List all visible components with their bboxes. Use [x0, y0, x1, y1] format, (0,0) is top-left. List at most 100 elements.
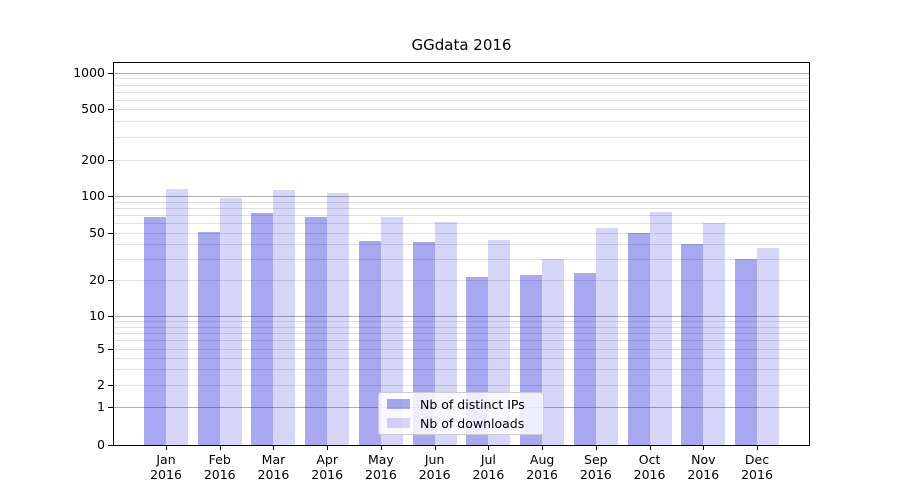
y-tick-label-500: 500	[81, 101, 105, 116]
bar-downloads-aug	[542, 259, 565, 445]
y-tick-mark	[108, 73, 113, 74]
y-gridline-minor	[114, 160, 809, 161]
bar-distinct-ips-apr	[305, 217, 328, 445]
y-gridline-minor	[114, 340, 809, 342]
x-tick-mark	[219, 446, 221, 450]
y-tick-mark	[108, 407, 113, 408]
y-tick-label-2: 2	[97, 377, 105, 392]
x-tick-label-jun: Jun 2016	[418, 452, 451, 482]
bar-downloads-nov	[703, 223, 726, 445]
y-gridline-minor	[114, 201, 809, 203]
x-tick-mark	[166, 446, 167, 450]
y-gridline-minor	[114, 280, 809, 281]
bar-distinct-ips-feb	[197, 231, 220, 445]
bar-downloads-may	[380, 216, 403, 445]
y-tick-mark	[108, 280, 113, 281]
y-gridline-minor	[114, 233, 809, 234]
y-tick-mark	[108, 316, 113, 317]
legend-label-distinct-ips: Nb of distinct IPs	[420, 396, 525, 412]
y-gridline-minor	[114, 84, 809, 86]
bar-distinct-ips-mar	[251, 212, 274, 445]
bar-downloads-oct	[649, 212, 672, 445]
y-tick-mark	[108, 385, 113, 386]
y-tick-label-1: 1	[97, 399, 105, 414]
y-gridline-major	[114, 196, 809, 197]
x-tick-label-apr: Apr 2016	[311, 452, 344, 482]
x-tick-label-mar: Mar 2016	[257, 452, 290, 482]
x-tick-mark	[542, 446, 544, 450]
y-gridline-minor	[114, 369, 809, 371]
legend-item-distinct-ips: Nb of distinct IPs	[387, 397, 535, 412]
y-tick-label-0: 0	[97, 437, 105, 452]
y-gridline-minor	[114, 244, 809, 246]
x-tick-label-sep: Sep 2016	[579, 452, 612, 482]
x-tick-mark	[488, 446, 490, 450]
y-gridline-minor	[114, 223, 809, 225]
y-gridline-minor	[114, 78, 809, 80]
y-gridline-minor	[114, 121, 809, 123]
y-tick-label-50: 50	[89, 225, 105, 240]
y-gridline-minor	[114, 207, 809, 209]
y-gridline-minor	[114, 321, 809, 323]
y-tick-label-20: 20	[89, 272, 105, 287]
y-tick-label-100: 100	[81, 188, 105, 203]
y-tick-label-200: 200	[81, 152, 105, 167]
legend: Nb of distinct IPs Nb of downloads	[378, 392, 544, 435]
x-tick-mark	[327, 446, 329, 450]
y-gridline-minor	[114, 99, 809, 101]
y-gridline-minor	[114, 259, 809, 261]
plot-area	[113, 62, 810, 446]
legend-swatch-distinct-ips	[387, 399, 410, 409]
bar-distinct-ips-dec	[735, 259, 758, 445]
bar-downloads-jun	[434, 221, 457, 445]
x-tick-mark	[649, 446, 651, 450]
x-tick-mark	[273, 446, 275, 450]
y-gridline-minor	[114, 349, 809, 350]
bar-distinct-ips-sep	[573, 272, 596, 445]
x-tick-label-nov: Nov 2016	[687, 452, 720, 482]
legend-item-downloads: Nb of downloads	[387, 416, 535, 431]
bar-downloads-sep	[595, 227, 618, 445]
y-tick-mark	[108, 445, 113, 446]
y-tick-mark	[108, 160, 113, 161]
y-tick-mark	[108, 349, 113, 350]
bar-downloads-apr	[327, 192, 350, 445]
y-tick-mark	[108, 196, 113, 197]
bar-distinct-ips-nov	[681, 244, 704, 445]
y-gridline-minor	[114, 332, 809, 334]
y-tick-mark	[108, 109, 113, 110]
bar-downloads-mar	[273, 190, 296, 445]
x-tick-label-may: May 2016	[365, 452, 397, 482]
x-tick-label-dec: Dec 2016	[741, 452, 773, 482]
x-tick-label-aug: Aug 2016	[526, 452, 559, 482]
bar-distinct-ips-may	[358, 240, 381, 445]
y-gridline-minor	[114, 215, 809, 217]
x-tick-mark	[380, 446, 382, 450]
y-gridline-minor	[114, 137, 809, 139]
y-gridline-minor	[114, 109, 809, 110]
y-tick-label-10: 10	[89, 308, 105, 323]
bar-distinct-ips-jan	[144, 216, 166, 445]
y-gridline-minor	[114, 357, 809, 359]
x-tick-mark	[757, 446, 759, 450]
bar-distinct-ips-oct	[627, 233, 650, 445]
y-tick-label-5: 5	[97, 341, 105, 356]
chart-title: GGdata 2016	[411, 36, 512, 54]
y-tick-mark	[108, 233, 113, 234]
x-tick-label-jan: Jan 2016	[150, 452, 182, 482]
y-gridline-major	[114, 316, 809, 317]
legend-swatch-downloads	[387, 418, 410, 428]
x-tick-mark	[434, 446, 436, 450]
x-tick-label-oct: Oct 2016	[633, 452, 666, 482]
y-gridline-minor	[114, 91, 809, 93]
y-gridline-minor	[114, 326, 809, 328]
x-tick-label-feb: Feb 2016	[203, 452, 236, 482]
bar-downloads-jan	[166, 188, 188, 445]
x-tick-label-jul: Jul 2016	[472, 452, 505, 482]
y-gridline-minor	[114, 385, 809, 386]
y-tick-label-1000: 1000	[73, 65, 105, 80]
legend-label-downloads: Nb of downloads	[420, 415, 525, 431]
bar-downloads-dec	[757, 248, 780, 445]
x-tick-mark	[703, 446, 705, 450]
